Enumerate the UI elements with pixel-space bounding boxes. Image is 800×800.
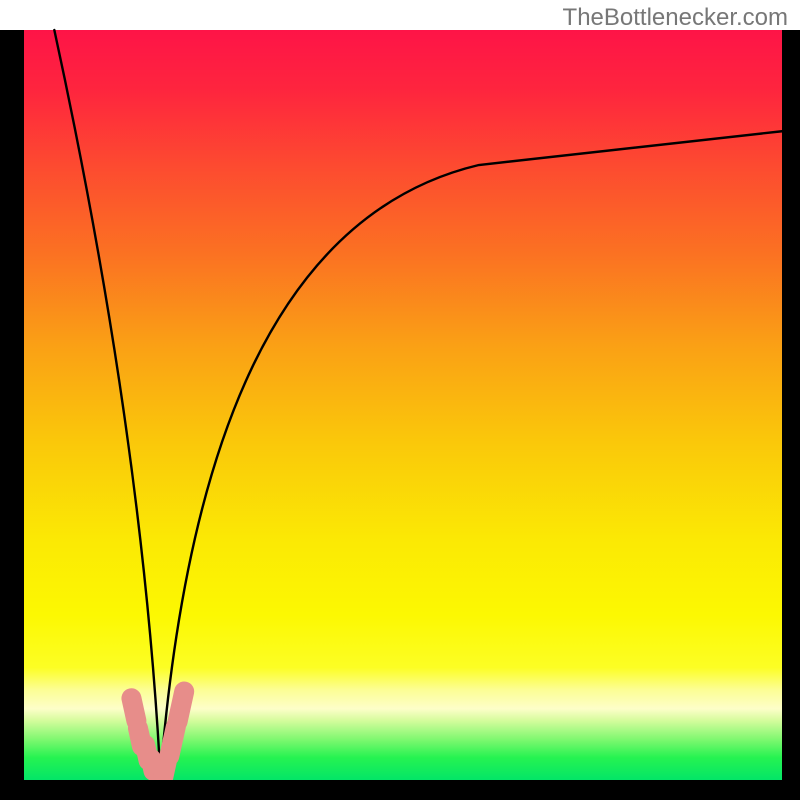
- frame-bottom: [0, 780, 800, 800]
- frame-right: [782, 30, 800, 800]
- curve-marker: [178, 692, 185, 722]
- curve-marker: [131, 698, 136, 721]
- watermark-text: TheBottlenecker.com: [563, 4, 788, 32]
- curve-marker: [169, 727, 175, 756]
- chart-stage: TheBottlenecker.com: [0, 0, 800, 800]
- plot-background: [24, 30, 782, 780]
- bottleneck-chart: [0, 0, 800, 800]
- frame-left: [0, 30, 24, 800]
